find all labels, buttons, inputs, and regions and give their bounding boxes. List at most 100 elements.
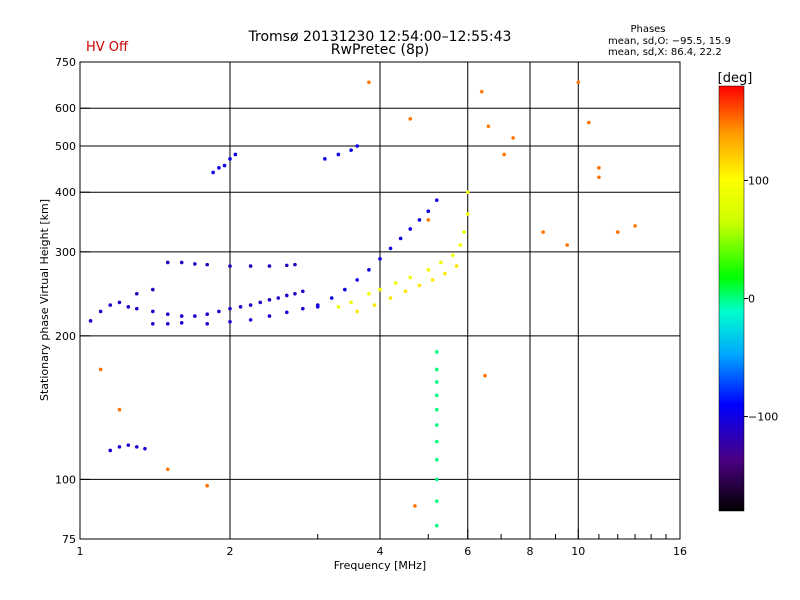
plot-frame <box>79 61 681 540</box>
echo-point <box>430 278 435 282</box>
echo-point <box>284 293 289 298</box>
echo-point <box>323 157 327 161</box>
echo-point <box>434 523 439 528</box>
y-tick-label: 600 <box>55 102 76 115</box>
echo-point <box>434 407 439 412</box>
y-tick-label: 300 <box>55 246 76 259</box>
colorbar-tick-label: 100 <box>748 174 769 187</box>
echo-point <box>378 287 382 292</box>
echo-point <box>205 312 209 316</box>
hv-status-label: HV Off <box>86 40 129 55</box>
echo-point <box>349 148 353 152</box>
echo-point <box>88 319 93 323</box>
colorbar-label: [deg] <box>718 71 753 86</box>
echo-point <box>417 218 422 222</box>
echo-point <box>434 350 439 354</box>
echo-point <box>426 218 431 222</box>
echo-point <box>502 152 506 157</box>
echo-point <box>165 321 170 326</box>
echo-point <box>465 190 470 195</box>
echo-point <box>367 291 371 296</box>
x-tick-label: 10 <box>571 545 585 558</box>
echo-point <box>479 89 484 94</box>
echo-point <box>228 157 232 161</box>
echo-point <box>228 264 232 268</box>
echo-point <box>267 297 272 302</box>
echo-point <box>565 243 569 247</box>
echo-point <box>217 166 221 170</box>
echo-point <box>355 309 359 314</box>
echo-point <box>179 314 184 318</box>
x-tick-label: 2 <box>227 545 234 558</box>
echo-point <box>408 227 413 231</box>
echo-point <box>179 320 184 325</box>
chart-title: Tromsø 20131230 12:54:00–12:55:43 <box>248 29 512 45</box>
echo-point <box>293 291 297 296</box>
echo-point <box>443 271 447 276</box>
echo-point <box>222 163 227 168</box>
echo-point <box>238 305 243 309</box>
y-tick-label: 500 <box>55 140 76 153</box>
colorbar-tick-label: −100 <box>748 411 778 424</box>
echo-point <box>413 504 417 508</box>
echo-point <box>134 445 139 449</box>
echo-point <box>258 300 263 305</box>
echo-point <box>483 373 487 378</box>
echo-point <box>151 321 155 326</box>
echo-point <box>398 236 403 241</box>
echo-point <box>439 260 443 265</box>
colorbar <box>718 85 745 512</box>
echo-point <box>597 175 601 180</box>
echo-point <box>228 306 232 311</box>
phase-o-stats: mean, sd,O: −95.5, 15.9 <box>608 36 731 47</box>
echo-point <box>293 262 297 267</box>
y-tick-label: 400 <box>55 186 76 199</box>
y-axis: 75 100 200 300 400 500 600 750 <box>55 56 90 546</box>
echo-point <box>108 448 113 453</box>
echo-point <box>458 243 463 247</box>
echo-point <box>205 321 209 326</box>
echo-points <box>88 80 637 528</box>
echo-point <box>193 262 197 266</box>
echo-point <box>108 303 113 307</box>
echo-point <box>284 263 289 268</box>
y-axis-label: Stationary phase Virtual Height [km] <box>38 199 51 401</box>
echo-point <box>248 264 253 268</box>
echo-point <box>454 264 459 268</box>
echo-point <box>301 289 305 294</box>
echo-point <box>408 117 413 121</box>
echo-point <box>134 306 139 311</box>
phase-x-stats: mean, sd,X: 86.4, 22.2 <box>608 47 722 58</box>
echo-point <box>426 268 431 272</box>
echo-point <box>211 170 215 175</box>
echo-point <box>597 166 601 170</box>
echo-point <box>434 439 439 444</box>
echo-point <box>248 303 253 307</box>
echo-point <box>417 283 422 288</box>
echo-point <box>117 407 122 412</box>
y-tick-label: 100 <box>55 473 76 486</box>
echo-point <box>179 260 184 265</box>
echo-point <box>372 303 377 307</box>
echo-point <box>217 309 221 314</box>
echo-point <box>388 296 393 300</box>
echo-point <box>434 423 439 427</box>
echo-point <box>486 124 491 129</box>
echo-point <box>143 446 147 451</box>
echo-point <box>165 260 170 265</box>
phase-heading: Phases <box>630 24 665 35</box>
x-tick-label: 4 <box>377 545 384 558</box>
echo-point <box>336 305 341 309</box>
echo-point <box>98 367 103 372</box>
echo-point <box>233 152 238 157</box>
echo-point <box>315 305 320 309</box>
echo-point <box>151 287 155 292</box>
echo-point <box>267 314 272 318</box>
echo-point <box>633 224 637 228</box>
echo-point <box>193 314 197 318</box>
echo-point <box>426 209 431 213</box>
x-tick-label: 6 <box>464 545 471 558</box>
echo-point <box>403 289 408 294</box>
